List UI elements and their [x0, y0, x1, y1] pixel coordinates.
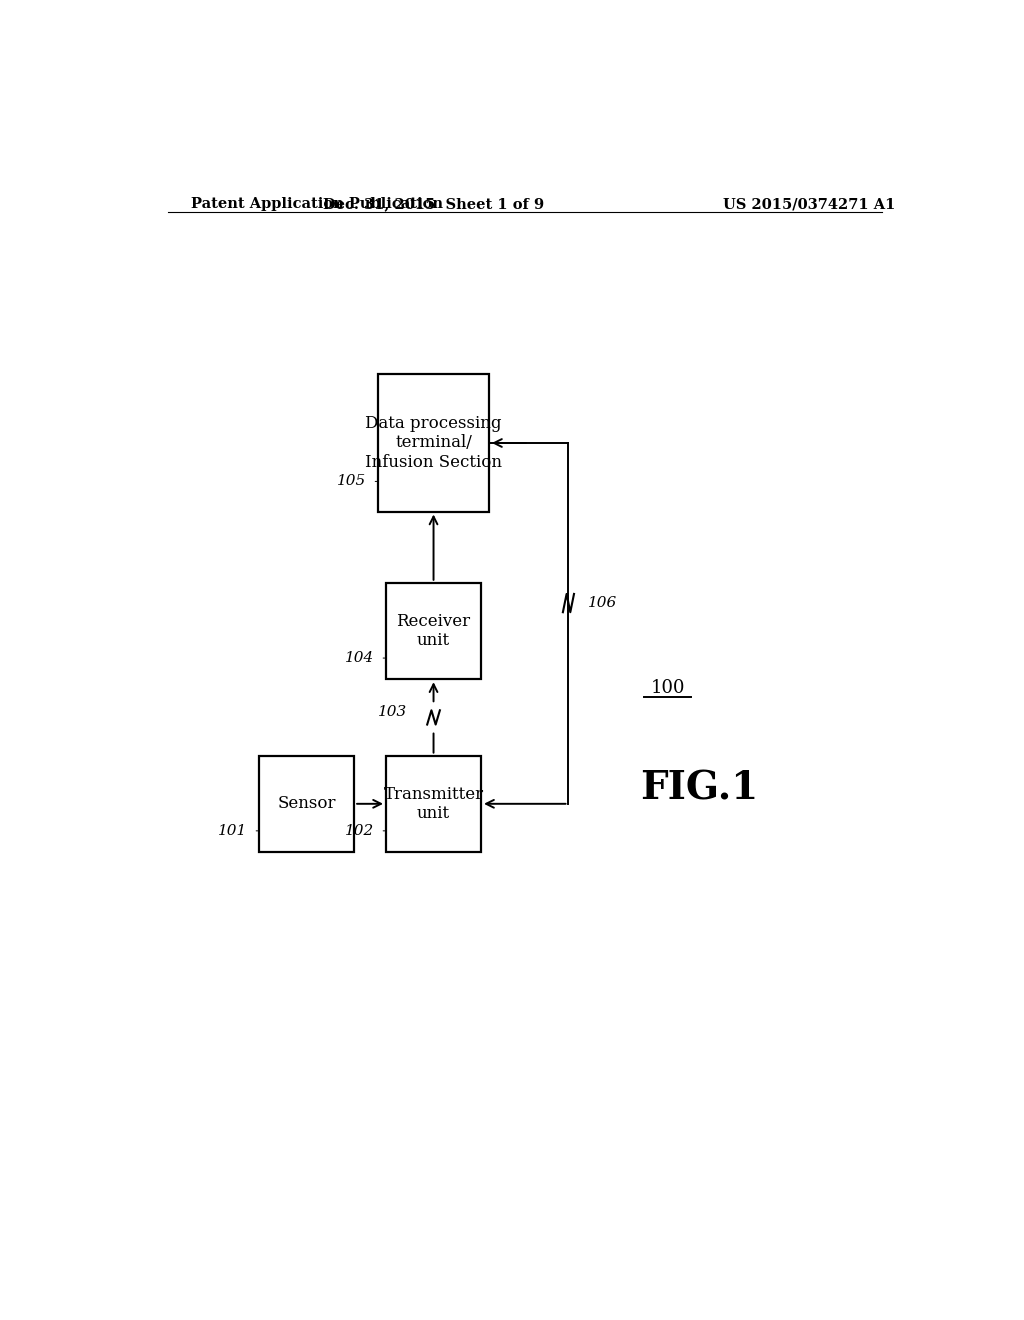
- Text: Patent Application Publication: Patent Application Publication: [191, 197, 443, 211]
- Text: 106: 106: [588, 597, 617, 610]
- Text: Dec. 31, 2015  Sheet 1 of 9: Dec. 31, 2015 Sheet 1 of 9: [323, 197, 544, 211]
- Text: Transmitter
unit: Transmitter unit: [383, 785, 483, 822]
- Text: 101: 101: [218, 824, 247, 838]
- Bar: [378, 375, 489, 512]
- Bar: [386, 755, 481, 853]
- Text: 103: 103: [378, 705, 408, 719]
- Bar: [259, 755, 354, 853]
- Bar: [386, 582, 481, 680]
- Text: Data processing
terminal/
Infusion Section: Data processing terminal/ Infusion Secti…: [365, 414, 502, 471]
- Text: 100: 100: [650, 678, 685, 697]
- Text: FIG.1: FIG.1: [640, 770, 759, 808]
- Text: 102: 102: [345, 824, 374, 838]
- Text: 105: 105: [337, 474, 367, 488]
- Text: 104: 104: [345, 651, 374, 665]
- Text: US 2015/0374271 A1: US 2015/0374271 A1: [723, 197, 896, 211]
- Text: Sensor: Sensor: [278, 796, 336, 812]
- Text: Receiver
unit: Receiver unit: [396, 612, 471, 649]
